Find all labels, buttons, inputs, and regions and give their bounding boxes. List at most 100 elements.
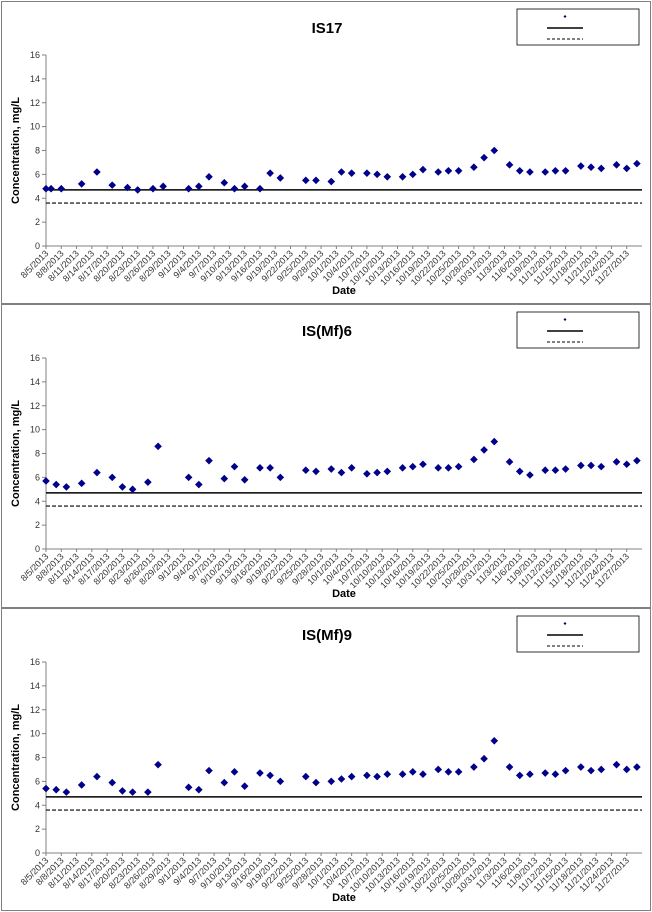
data-point: [526, 168, 534, 176]
data-point: [373, 772, 381, 781]
data-point: [363, 771, 371, 780]
data-point: [184, 184, 193, 193]
y-tick-label: 2: [35, 217, 40, 227]
data-point: [230, 768, 239, 776]
y-axis-label: Concentration, mg/L: [10, 97, 22, 204]
legend-marker-diamond: [563, 622, 567, 625]
legend-box: [516, 311, 640, 349]
data-point: [154, 760, 162, 769]
data-point: [77, 479, 86, 488]
data-point: [77, 781, 86, 789]
y-tick-label: 10: [30, 122, 40, 132]
data-point: [42, 184, 50, 193]
data-point: [444, 464, 453, 472]
data-point: [383, 172, 392, 181]
data-point: [312, 467, 320, 476]
data-point: [276, 777, 285, 786]
data-point: [434, 168, 443, 176]
x-axis-label: Date: [332, 285, 356, 297]
data-point: [526, 471, 534, 479]
y-tick-label: 4: [35, 193, 40, 203]
data-point: [633, 456, 641, 465]
y-tick-label: 2: [35, 520, 40, 530]
y-tick-label: 8: [35, 449, 40, 459]
data-point: [373, 468, 381, 477]
y-tick-label: 8: [35, 753, 40, 763]
data-point: [220, 778, 229, 787]
data-point: [383, 467, 392, 476]
y-tick-label: 6: [35, 776, 40, 786]
data-point: [490, 736, 499, 745]
data-point: [42, 477, 50, 485]
data-point: [597, 765, 606, 774]
data-point: [408, 170, 417, 179]
data-point: [128, 788, 137, 796]
legend: [516, 311, 640, 349]
data-point: [633, 763, 641, 771]
data-point: [144, 788, 152, 796]
data-point: [154, 442, 162, 451]
y-tick-label: 14: [30, 377, 40, 387]
y-axis-label: Concentration, mg/L: [10, 704, 22, 811]
data-point: [480, 754, 488, 763]
y-tick-label: 14: [30, 74, 40, 84]
data-point: [159, 182, 167, 191]
data-point: [408, 462, 417, 471]
legend: [516, 615, 640, 653]
data-point: [398, 464, 407, 472]
data-point: [77, 180, 86, 188]
data-point: [205, 172, 213, 181]
data-point: [373, 170, 381, 179]
data-point: [515, 771, 524, 780]
data-point: [434, 464, 443, 472]
data-point: [480, 446, 488, 454]
chart-svg: IS1702468101214168/5/20138/8/20138/11/20…: [10, 8, 642, 297]
data-point: [434, 765, 443, 774]
y-tick-label: 10: [30, 729, 40, 739]
data-point: [398, 172, 407, 181]
data-point: [363, 169, 371, 177]
data-point: [47, 184, 55, 193]
data-point: [490, 146, 499, 155]
data-point: [577, 162, 585, 170]
data-point: [444, 166, 453, 175]
data-point: [419, 770, 427, 779]
data-point: [612, 760, 621, 769]
data-point: [108, 181, 117, 189]
data-point: [52, 480, 60, 489]
data-point: [327, 465, 336, 473]
chart-svg: IS(Mf)602468101214168/5/20138/8/20138/11…: [10, 311, 642, 600]
data-point: [419, 460, 427, 469]
data-point: [347, 169, 356, 177]
data-point: [62, 483, 71, 491]
data-point: [144, 478, 152, 486]
data-point: [312, 176, 320, 185]
x-axis-label: Date: [332, 892, 356, 904]
data-point: [551, 770, 560, 779]
data-point: [337, 468, 346, 477]
data-point: [505, 161, 514, 169]
data-point: [301, 772, 310, 781]
data-point: [633, 159, 641, 168]
data-point: [266, 464, 274, 472]
data-point: [240, 782, 249, 790]
legend-marker-diamond: [563, 318, 567, 321]
chart-title: IS17: [312, 20, 343, 37]
data-point: [587, 766, 595, 775]
data-point: [128, 485, 137, 494]
data-point: [622, 765, 631, 774]
y-axis-label: Concentration, mg/L: [10, 400, 22, 507]
data-point: [541, 769, 550, 777]
y-tick-label: 12: [30, 401, 40, 411]
legend-box: [516, 8, 640, 46]
data-point: [205, 456, 213, 465]
data-point: [93, 468, 101, 477]
data-point: [622, 460, 631, 469]
legend-marker-diamond: [563, 15, 567, 18]
data-point: [220, 474, 229, 483]
data-point: [337, 168, 346, 176]
data-point: [118, 787, 127, 795]
data-point: [480, 153, 488, 162]
y-tick-label: 16: [30, 50, 40, 60]
